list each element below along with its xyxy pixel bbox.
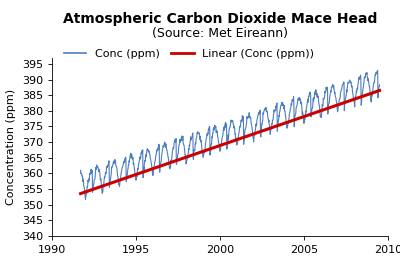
Y-axis label: Concentration (ppm): Concentration (ppm) (6, 89, 16, 205)
Conc (ppm) (92, 177, 97, 181)
Text: (Source: Met Eireann): (Source: Met Eireann) (152, 27, 288, 40)
Conc (ppm) (314, 93, 319, 96)
Conc (ppm) (362, 80, 366, 83)
Legend: Conc (ppm), Linear (Conc (ppm)): Conc (ppm), Linear (Conc (ppm)) (64, 49, 314, 59)
Conc (ppm) (78, 169, 83, 172)
Conc (ppm) (110, 166, 114, 169)
Conc (ppm) (375, 69, 380, 72)
Conc (ppm) (170, 149, 175, 152)
Line: Conc (ppm): Conc (ppm) (80, 70, 380, 199)
Conc (ppm) (376, 96, 380, 99)
Conc (ppm) (377, 83, 382, 86)
Conc (ppm) (83, 198, 88, 201)
Text: Atmospheric Carbon Dioxide Mace Head: Atmospheric Carbon Dioxide Mace Head (63, 12, 377, 26)
